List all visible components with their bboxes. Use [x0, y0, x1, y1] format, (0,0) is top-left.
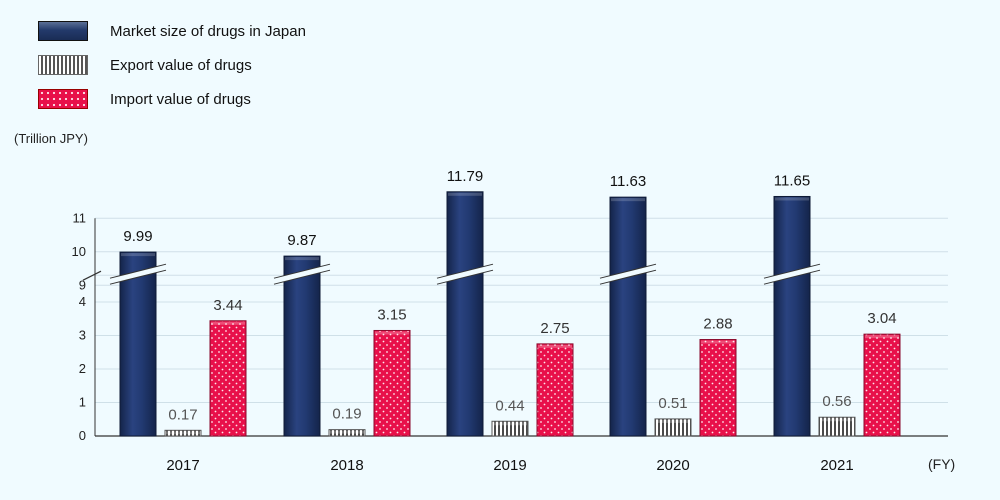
legend-swatch-market-size [38, 21, 88, 41]
bar-export-2018 [328, 429, 366, 437]
y-tick-label-1: 1 [79, 395, 86, 410]
data-label-market-2019: 11.79 [447, 168, 483, 185]
x-tick-label-2019: 2019 [493, 457, 526, 474]
bar-highlight-market-2018 [285, 257, 319, 261]
x-tick-label-2018: 2018 [330, 457, 363, 474]
bar-market-2021 [773, 195, 811, 437]
data-label-import-2021: 3.04 [867, 310, 896, 327]
bar-market-2019 [446, 191, 484, 437]
data-label-import-2020: 2.88 [703, 316, 732, 333]
bar-break-gap-2020 [600, 264, 656, 285]
bar-break-line-upper-2021 [763, 263, 821, 279]
data-label-export-2017: 0.17 [168, 406, 197, 423]
data-label-market-2017: 9.99 [123, 228, 152, 245]
data-label-export-2018: 0.19 [332, 406, 361, 423]
bar-break-line-lower-2019 [436, 269, 494, 285]
bar-highlight-import-2018 [375, 331, 409, 335]
bar-highlight-market-2020 [611, 198, 645, 202]
bar-break-line-lower-2020 [599, 269, 657, 285]
x-axis-unit-label: (FY) [928, 456, 956, 472]
bar-highlight-import-2021 [865, 335, 899, 339]
data-label-import-2018: 3.15 [377, 306, 406, 323]
bar-highlight-import-2017 [211, 321, 245, 325]
y-axis-break-mark [82, 270, 102, 281]
bar-break-line-lower-2018 [273, 269, 331, 285]
y-tick-label-0: 0 [79, 428, 86, 443]
x-tick-label-2020: 2020 [656, 457, 689, 474]
bar-highlight-market-2021 [775, 197, 809, 201]
bar-highlight-export-2020 [656, 419, 690, 423]
bar-highlight-export-2018 [330, 430, 364, 434]
y-tick-label-10: 10 [72, 244, 86, 259]
bar-market-2018 [283, 255, 321, 437]
data-label-market-2021: 11.65 [774, 172, 810, 189]
bar-break-gap-2019 [437, 264, 493, 285]
bar-highlight-market-2017 [121, 253, 155, 257]
y-tick-label-3: 3 [79, 328, 86, 343]
bar-market-2020 [609, 196, 647, 437]
bar-market-2017 [119, 251, 157, 437]
bar-import-2020 [699, 339, 737, 437]
bar-import-2018 [373, 329, 411, 437]
bar-break-line-upper-2018 [273, 263, 331, 279]
bar-break-gap-2021 [764, 264, 820, 285]
y-axis-unit-label: (Trillion JPY) [14, 131, 88, 146]
bar-highlight-import-2019 [538, 344, 572, 348]
bar-break-line-lower-2021 [763, 269, 821, 285]
legend: Market size of drugs in Japan Export val… [38, 14, 306, 116]
data-label-import-2019: 2.75 [540, 320, 569, 337]
bar-break-gap-2017 [110, 264, 166, 285]
bar-export-2021 [818, 416, 856, 437]
bar-export-2017 [164, 429, 202, 437]
bar-import-2019 [536, 343, 574, 437]
bar-break-line-lower-2017 [109, 269, 167, 285]
legend-item-import: Import value of drugs [38, 82, 306, 116]
bar-break-gap-2018 [274, 264, 330, 285]
y-tick-label-11: 11 [73, 210, 87, 225]
legend-swatch-import [38, 89, 88, 109]
data-label-export-2020: 0.51 [658, 395, 687, 412]
bar-export-2020 [654, 418, 692, 437]
bar-import-2021 [863, 333, 901, 437]
legend-item-market-size: Market size of drugs in Japan [38, 14, 306, 48]
bar-highlight-import-2020 [701, 340, 735, 344]
data-label-import-2017: 3.44 [213, 297, 242, 314]
data-label-export-2021: 0.56 [822, 393, 851, 410]
bar-highlight-export-2017 [166, 431, 200, 435]
x-tick-label-2017: 2017 [166, 457, 199, 474]
data-label-market-2020: 11.63 [610, 173, 646, 190]
legend-swatch-export [38, 55, 88, 75]
x-tick-label-2021: 2021 [820, 457, 853, 474]
y-tick-label-9: 9 [79, 277, 86, 292]
bar-highlight-market-2019 [448, 192, 482, 196]
y-tick-label-4: 4 [79, 294, 86, 309]
data-label-market-2018: 9.87 [287, 232, 316, 249]
legend-item-export: Export value of drugs [38, 48, 306, 82]
legend-label-export: Export value of drugs [110, 56, 252, 74]
bar-export-2019 [491, 420, 529, 437]
bar-break-line-upper-2019 [436, 263, 494, 279]
bar-break-line-upper-2017 [109, 263, 167, 279]
legend-label-import: Import value of drugs [110, 90, 251, 108]
bar-highlight-export-2019 [493, 422, 527, 426]
legend-label-market-size: Market size of drugs in Japan [110, 22, 306, 40]
bar-break-line-upper-2020 [599, 263, 657, 279]
y-tick-label-2: 2 [79, 361, 86, 376]
data-label-export-2019: 0.44 [495, 397, 524, 414]
bar-import-2017 [209, 320, 247, 437]
bar-highlight-export-2021 [820, 418, 854, 422]
